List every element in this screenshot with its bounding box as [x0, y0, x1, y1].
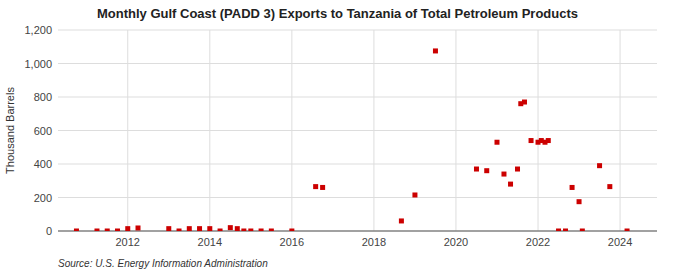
- point: [313, 184, 318, 189]
- point: [166, 226, 171, 231]
- point: [289, 229, 294, 232]
- y-grid-line: [58, 97, 657, 98]
- point: [484, 168, 489, 173]
- point: [474, 167, 479, 172]
- chart: Monthly Gulf Coast (PADD 3) Exports to T…: [0, 0, 675, 275]
- x-tick-label: 2020: [444, 236, 468, 248]
- point: [115, 229, 120, 232]
- point: [94, 229, 99, 232]
- point: [522, 100, 527, 105]
- point: [177, 229, 182, 232]
- point: [580, 229, 585, 232]
- point: [508, 182, 513, 187]
- x-grid-line: [291, 30, 292, 231]
- points: [74, 48, 630, 231]
- y-tick-label: 400: [34, 158, 52, 170]
- point: [563, 229, 568, 232]
- point: [556, 229, 561, 232]
- title: Monthly Gulf Coast (PADD 3) Exports to T…: [97, 6, 578, 21]
- y-axis-label: Thousand Barrels: [4, 87, 16, 174]
- point: [269, 229, 274, 232]
- point: [235, 226, 240, 231]
- point: [248, 229, 253, 232]
- point: [546, 138, 551, 143]
- point: [597, 163, 602, 168]
- x-grid-line: [209, 30, 210, 231]
- point: [105, 229, 110, 232]
- x-grid-line: [538, 30, 539, 231]
- y-tick-label: 600: [34, 125, 52, 137]
- x-grid-line: [620, 30, 621, 231]
- x-tick-label: 2016: [280, 236, 304, 248]
- x-tick-label: 2022: [526, 236, 550, 248]
- point: [218, 229, 223, 232]
- grid: [58, 30, 657, 231]
- y-grid-line: [58, 164, 657, 165]
- point: [136, 225, 141, 230]
- point: [228, 225, 233, 230]
- point: [399, 218, 404, 223]
- point: [433, 48, 438, 53]
- point: [241, 229, 246, 232]
- y-grid-line: [58, 130, 657, 131]
- x-grid-line: [127, 30, 128, 231]
- point: [625, 229, 630, 232]
- point: [577, 199, 582, 204]
- point: [207, 226, 212, 231]
- point: [74, 229, 79, 232]
- y-grid-line: [58, 197, 657, 198]
- point: [515, 167, 520, 172]
- x-tick-label: 2024: [608, 236, 632, 248]
- point: [501, 172, 506, 177]
- y-tick-label: 800: [34, 91, 52, 103]
- y-tick-label: 1,200: [24, 24, 52, 36]
- point: [259, 229, 264, 232]
- point: [197, 226, 202, 231]
- y-tick-label: 0: [46, 225, 52, 237]
- chart-container: Monthly Gulf Coast (PADD 3) Exports to T…: [0, 0, 675, 275]
- point: [607, 184, 612, 189]
- point: [570, 185, 575, 190]
- x-tick-label: 2012: [116, 236, 140, 248]
- source-note: Source: U.S. Energy Information Administ…: [58, 258, 268, 269]
- point: [494, 140, 499, 145]
- x-tick-label: 2014: [198, 236, 222, 248]
- x-grid-line: [455, 30, 456, 231]
- point: [320, 185, 325, 190]
- point: [125, 226, 130, 231]
- point: [529, 138, 534, 143]
- point: [187, 226, 192, 231]
- point: [412, 192, 417, 197]
- y-tick-label: 1,000: [24, 58, 52, 70]
- y-grid-line: [58, 30, 657, 31]
- x-tick-label: 2018: [362, 236, 386, 248]
- y-grid-line: [58, 63, 657, 64]
- x-grid-line: [373, 30, 374, 231]
- y-tick-label: 200: [34, 192, 52, 204]
